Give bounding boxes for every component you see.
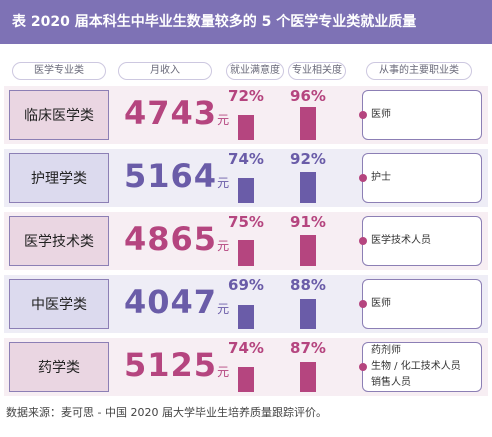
income-value: 4865元 bbox=[124, 220, 229, 262]
income-number: 4047 bbox=[124, 283, 218, 321]
bullet-dot bbox=[359, 174, 367, 182]
income-number: 5164 bbox=[124, 157, 218, 195]
income-value: 5125元 bbox=[124, 346, 229, 388]
relevance-bar bbox=[300, 362, 316, 392]
relevance-percent: 96% bbox=[290, 87, 326, 105]
occupation-item: 医师 bbox=[371, 109, 391, 120]
occupation-item: 医师 bbox=[371, 298, 391, 309]
occupation-list: 医学技术人员 bbox=[371, 217, 479, 265]
income-unit: 元 bbox=[217, 113, 230, 127]
occupation-box: 医学技术人员 bbox=[359, 216, 482, 266]
bullet-dot bbox=[359, 363, 367, 371]
relevance-percent: 92% bbox=[290, 150, 326, 168]
relevance-bar bbox=[300, 172, 316, 203]
satisfaction-percent: 75% bbox=[228, 213, 264, 231]
relevance-percent: 88% bbox=[290, 276, 326, 294]
major-label: 药学类 bbox=[9, 342, 109, 392]
header-relevance: 专业相关度 bbox=[288, 62, 346, 80]
relevance-percent: 87% bbox=[290, 339, 326, 357]
income-number: 4865 bbox=[124, 220, 218, 258]
major-label: 医学技术类 bbox=[9, 216, 109, 266]
satisfaction-bar bbox=[238, 367, 254, 392]
relevance-percent: 91% bbox=[290, 213, 326, 231]
occupation-list: 医师 bbox=[371, 280, 479, 328]
satisfaction-bar bbox=[238, 178, 254, 203]
major-label: 护理学类 bbox=[9, 153, 109, 203]
satisfaction-bar bbox=[238, 240, 254, 266]
occupation-item: 销售人员 bbox=[371, 377, 411, 388]
satisfaction-bar bbox=[238, 305, 254, 329]
source-note: 数据来源：麦可思 - 中国 2020 届大学毕业生培养质量跟踪评价。 bbox=[6, 406, 327, 419]
header-income: 月收入 bbox=[118, 62, 212, 80]
satisfaction-bar bbox=[238, 115, 254, 140]
occupation-item: 生物 / 化工技术人员 bbox=[371, 361, 461, 372]
income-value: 4743元 bbox=[124, 94, 229, 136]
income-unit: 元 bbox=[217, 176, 230, 190]
satisfaction-percent: 74% bbox=[228, 339, 264, 357]
satisfaction-percent: 72% bbox=[228, 87, 264, 105]
income-unit: 元 bbox=[217, 365, 230, 379]
bullet-dot bbox=[359, 111, 367, 119]
header-major: 医学专业类 bbox=[12, 62, 106, 80]
occupation-box: 医师 bbox=[359, 279, 482, 329]
occupation-list: 护士 bbox=[371, 154, 479, 202]
chart-title: 表 2020 届本科生中毕业生数量较多的 5 个医学专业类就业质量 bbox=[12, 14, 417, 30]
income-unit: 元 bbox=[217, 239, 230, 253]
income-number: 4743 bbox=[124, 94, 218, 132]
income-unit: 元 bbox=[217, 302, 230, 316]
header-occupation: 从事的主要职业类 bbox=[366, 62, 472, 80]
relevance-bar bbox=[300, 235, 316, 266]
occupation-box: 医师 bbox=[359, 90, 482, 140]
occupation-box: 护士 bbox=[359, 153, 482, 203]
bullet-dot bbox=[359, 237, 367, 245]
occupation-box: 药剂师生物 / 化工技术人员 销售人员 bbox=[359, 342, 482, 392]
header-satisfaction: 就业满意度 bbox=[226, 62, 284, 80]
occupation-list: 药剂师生物 / 化工技术人员 销售人员 bbox=[371, 343, 479, 391]
major-label: 临床医学类 bbox=[9, 90, 109, 140]
income-number: 5125 bbox=[124, 346, 218, 384]
satisfaction-percent: 74% bbox=[228, 150, 264, 168]
occupation-item: 护士 bbox=[371, 172, 391, 183]
occupation-item: 医学技术人员 bbox=[371, 235, 431, 246]
relevance-bar bbox=[300, 299, 316, 329]
major-label: 中医学类 bbox=[9, 279, 109, 329]
income-value: 5164元 bbox=[124, 157, 229, 199]
title-bar: 表 2020 届本科生中毕业生数量较多的 5 个医学专业类就业质量 bbox=[0, 0, 492, 44]
occupation-item: 药剂师 bbox=[371, 345, 401, 356]
income-value: 4047元 bbox=[124, 283, 229, 325]
satisfaction-percent: 69% bbox=[228, 276, 264, 294]
occupation-list: 医师 bbox=[371, 91, 479, 139]
bullet-dot bbox=[359, 300, 367, 308]
relevance-bar bbox=[300, 107, 316, 140]
